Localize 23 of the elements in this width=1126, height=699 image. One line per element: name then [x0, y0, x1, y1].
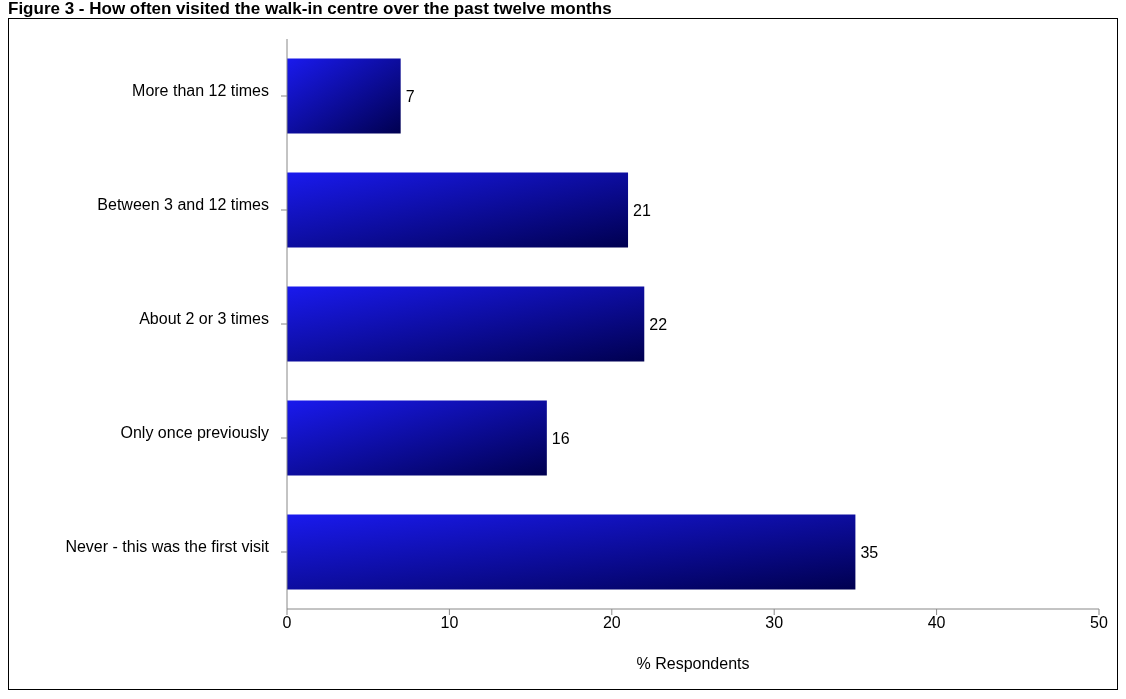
y-tick-label: More than 12 times	[132, 82, 269, 99]
data-label: 16	[551, 429, 570, 447]
bar	[287, 286, 645, 362]
x-tick-label: 0	[282, 614, 292, 632]
y-tick-label: Never - this was the first visit	[65, 538, 270, 555]
y-tick-label: Only once previously	[120, 424, 269, 441]
y-tick-label: Between 3 and 12 times	[97, 196, 269, 213]
bar	[287, 58, 401, 134]
x-tick-label: 50	[1090, 614, 1108, 632]
x-tick-label: 40	[927, 614, 946, 632]
bar	[287, 400, 547, 476]
x-tick-label: 20	[602, 614, 621, 632]
bar	[287, 514, 856, 590]
x-tick-label: 10	[440, 614, 459, 632]
bar	[287, 172, 629, 248]
chart-title: Figure 3 - How often visited the walk-in centre over the past twelve months	[8, 0, 613, 18]
data-label: 21	[633, 201, 651, 219]
x-tick-label: 30	[765, 614, 784, 632]
data-label: 7	[405, 87, 415, 105]
data-label: 35	[860, 543, 879, 561]
x-axis-title: % Respondents	[636, 655, 750, 672]
y-tick-label: About 2 or 3 times	[139, 310, 269, 327]
data-label: 22	[649, 315, 668, 333]
